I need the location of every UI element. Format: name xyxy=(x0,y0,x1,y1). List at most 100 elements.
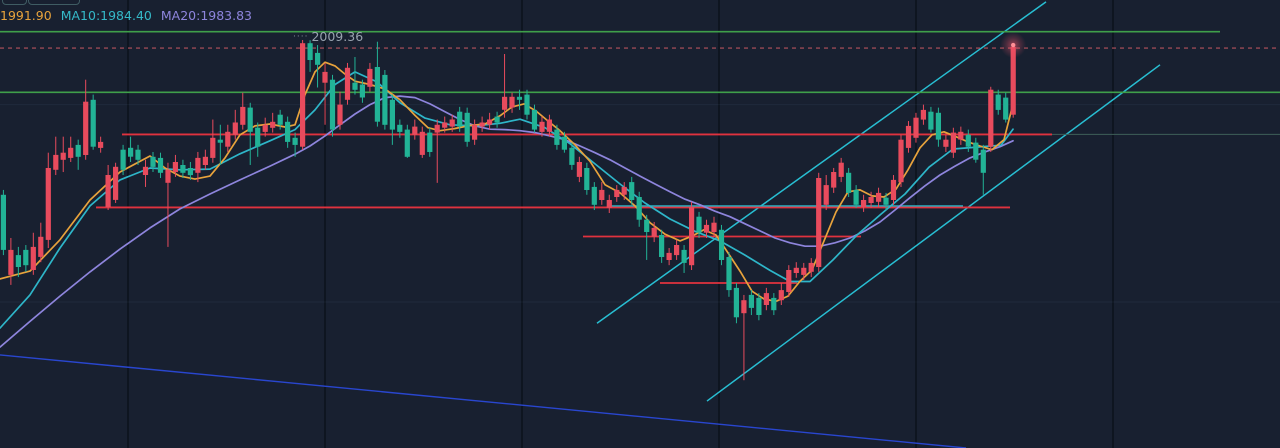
candle[interactable] xyxy=(554,124,560,150)
candle[interactable] xyxy=(621,182,627,200)
candle[interactable] xyxy=(546,114,552,137)
candle[interactable] xyxy=(614,185,620,202)
candle[interactable] xyxy=(494,111,500,128)
toolbar-chip-left[interactable] xyxy=(2,0,27,5)
candle[interactable] xyxy=(696,211,702,238)
toolbar-chip-right[interactable] xyxy=(28,0,80,5)
candle[interactable] xyxy=(195,151,201,183)
candle[interactable] xyxy=(464,107,470,147)
candle[interactable] xyxy=(225,124,231,152)
candle[interactable] xyxy=(23,245,29,272)
candle[interactable] xyxy=(801,262,807,281)
candle[interactable] xyxy=(180,159,186,179)
candle[interactable] xyxy=(128,136,134,162)
candle[interactable] xyxy=(920,104,926,125)
candle[interactable] xyxy=(711,216,717,237)
candle[interactable] xyxy=(60,136,66,173)
candle[interactable] xyxy=(389,94,395,145)
candle[interactable] xyxy=(45,152,51,249)
candle[interactable] xyxy=(329,74,336,137)
candle[interactable] xyxy=(90,94,96,150)
candle[interactable] xyxy=(561,131,567,153)
candle[interactable] xyxy=(472,119,478,145)
candle[interactable] xyxy=(524,89,530,120)
candle[interactable] xyxy=(928,106,934,133)
candle[interactable] xyxy=(980,144,986,195)
candle[interactable] xyxy=(756,293,762,321)
candle[interactable] xyxy=(75,139,81,170)
candle[interactable] xyxy=(240,92,246,130)
candle[interactable] xyxy=(741,294,747,381)
candle[interactable] xyxy=(479,116,485,132)
candle[interactable] xyxy=(434,119,440,183)
candle[interactable] xyxy=(442,116,448,133)
candle[interactable] xyxy=(703,219,710,238)
candle[interactable] xyxy=(172,154,178,177)
candle[interactable] xyxy=(157,152,164,179)
candle[interactable] xyxy=(30,232,36,275)
candle[interactable] xyxy=(83,79,89,160)
candle[interactable] xyxy=(135,144,141,165)
candle[interactable] xyxy=(516,89,523,110)
candle[interactable] xyxy=(853,185,859,208)
candle[interactable] xyxy=(1003,92,1009,123)
candle[interactable] xyxy=(666,248,672,266)
trendline-ascending-cyan-steep[interactable] xyxy=(596,1,1047,324)
candle[interactable] xyxy=(569,142,575,170)
candle[interactable] xyxy=(397,119,403,138)
candle[interactable] xyxy=(531,104,538,133)
candle[interactable] xyxy=(793,262,799,278)
candle[interactable] xyxy=(210,119,216,163)
candle[interactable] xyxy=(838,157,844,183)
candle[interactable] xyxy=(165,162,171,247)
candle[interactable] xyxy=(404,124,410,158)
candle[interactable] xyxy=(487,112,493,130)
candle[interactable] xyxy=(763,287,769,311)
candle[interactable] xyxy=(786,265,792,297)
candle[interactable] xyxy=(15,246,21,278)
candle[interactable] xyxy=(965,129,971,152)
candle[interactable] xyxy=(718,224,725,266)
candle[interactable] xyxy=(262,117,268,137)
candle[interactable] xyxy=(748,290,754,316)
candle[interactable] xyxy=(150,151,156,173)
candle[interactable] xyxy=(935,107,941,147)
candle[interactable] xyxy=(883,192,889,211)
candle[interactable] xyxy=(232,109,238,140)
candle[interactable] xyxy=(427,127,433,157)
candle[interactable] xyxy=(890,175,897,205)
candle[interactable] xyxy=(38,222,44,263)
candle[interactable] xyxy=(285,116,291,148)
candle[interactable] xyxy=(315,45,321,88)
candle[interactable] xyxy=(950,127,956,158)
candle[interactable] xyxy=(120,144,126,176)
candle[interactable] xyxy=(292,132,298,157)
candle[interactable] xyxy=(255,122,261,157)
candle[interactable] xyxy=(419,126,425,158)
candle[interactable] xyxy=(352,56,358,95)
candle[interactable] xyxy=(277,109,283,130)
trendline-ascending-cyan-long[interactable] xyxy=(706,64,1161,402)
candle[interactable] xyxy=(217,124,223,165)
candle[interactable] xyxy=(68,136,74,162)
candle[interactable] xyxy=(322,62,328,125)
candle[interactable] xyxy=(861,194,867,212)
candle[interactable] xyxy=(681,245,687,273)
candle[interactable] xyxy=(202,149,208,170)
candle[interactable] xyxy=(359,79,365,103)
candle[interactable] xyxy=(449,114,455,132)
candle[interactable] xyxy=(300,39,306,150)
candle[interactable] xyxy=(539,116,545,137)
candle[interactable] xyxy=(733,283,739,324)
candle[interactable] xyxy=(509,92,515,113)
candle[interactable] xyxy=(367,62,373,92)
candle[interactable] xyxy=(636,191,642,227)
candle[interactable] xyxy=(142,159,149,187)
candle[interactable] xyxy=(868,191,874,208)
candle[interactable] xyxy=(576,156,582,183)
candle[interactable] xyxy=(629,176,635,205)
candle[interactable] xyxy=(382,70,388,130)
candle[interactable] xyxy=(958,126,964,145)
candle[interactable] xyxy=(113,162,119,203)
